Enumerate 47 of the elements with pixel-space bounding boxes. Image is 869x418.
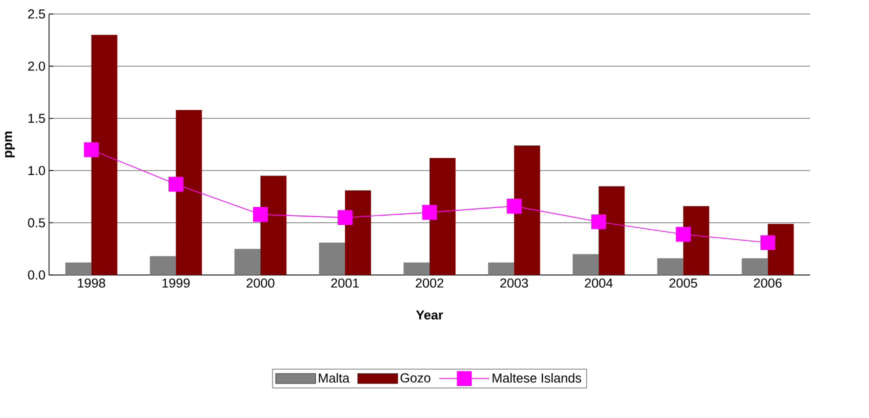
point — [422, 204, 437, 220]
point — [84, 142, 99, 158]
x-tick-label: 2000 — [246, 278, 274, 288]
y-tick-label: 2.5 — [28, 9, 45, 19]
point — [338, 210, 352, 225]
x-tick-label: 1998 — [78, 278, 106, 288]
x-tick-label: 2003 — [500, 278, 528, 288]
point — [591, 214, 606, 230]
point — [506, 198, 522, 214]
y-tick-label: 1.5 — [28, 114, 45, 123]
x-tick-label: 2001 — [331, 278, 359, 288]
y-tick-label: 0.0 — [28, 270, 46, 280]
bar — [150, 256, 176, 275]
x-axis-title: Year — [416, 310, 444, 320]
bar — [176, 110, 202, 275]
bar — [234, 248, 260, 275]
y-axis-title: ppm — [5, 132, 15, 158]
y-tick-label: 1.0 — [28, 166, 46, 176]
legend-label: Gozo — [400, 373, 430, 382]
bar — [514, 146, 540, 275]
bar — [404, 262, 430, 275]
x-tick-label: 2002 — [416, 278, 444, 288]
y-tick-label: 2.0 — [28, 62, 46, 71]
bar — [768, 224, 794, 275]
x-tick-label: 2006 — [754, 278, 782, 288]
bar — [742, 258, 768, 275]
y-tick-label: 0.5 — [28, 218, 45, 228]
point — [253, 207, 268, 222]
bar — [91, 34, 118, 275]
bar — [430, 158, 456, 275]
bar — [65, 262, 92, 275]
legend-label: Maltese Islands — [492, 373, 582, 383]
bar — [572, 254, 599, 275]
point — [168, 176, 184, 192]
x-tick-label: 1999 — [162, 278, 190, 288]
bar — [488, 262, 514, 275]
bar — [657, 258, 684, 275]
point — [760, 235, 776, 250]
bar — [318, 242, 345, 275]
bar — [344, 190, 371, 275]
legend-label: Malta — [318, 373, 350, 383]
bar — [598, 186, 625, 275]
bar — [260, 176, 286, 275]
bar — [683, 206, 710, 275]
x-tick-label: 2004 — [584, 278, 613, 288]
x-tick-label: 2005 — [669, 278, 698, 288]
point — [676, 226, 691, 242]
